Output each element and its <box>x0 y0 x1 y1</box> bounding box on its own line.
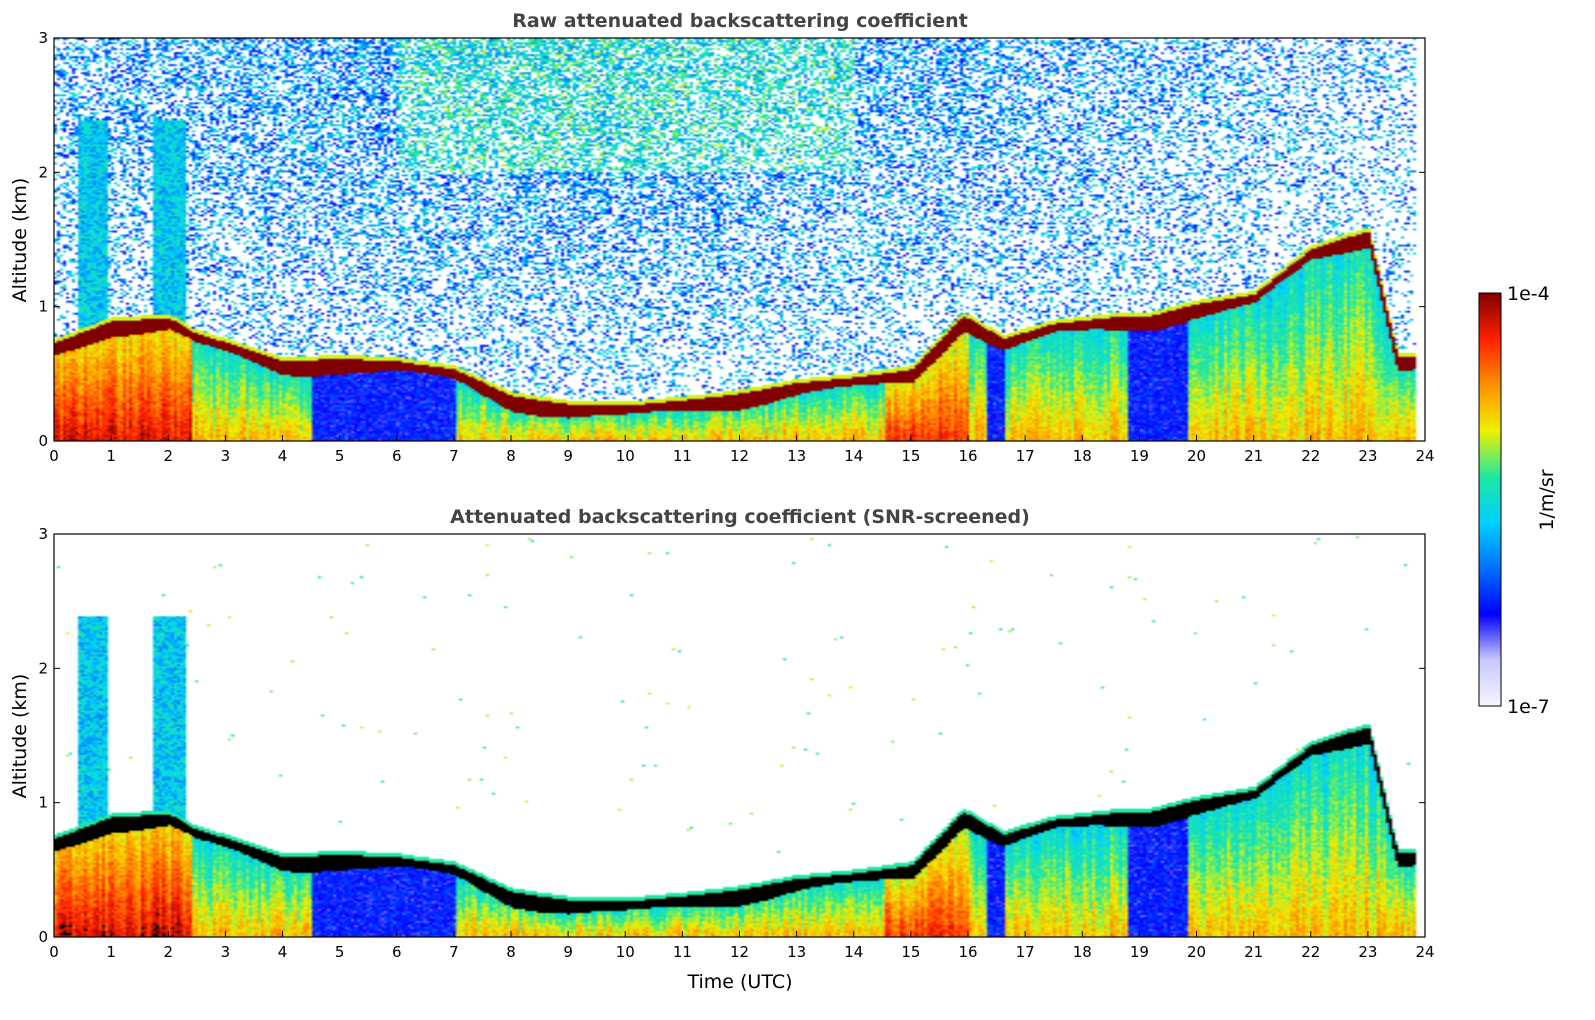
x-tick-label: 14 <box>844 943 863 961</box>
colorbar-min-label: 1e-7 <box>1507 696 1550 718</box>
y-tick-label: 0 <box>38 928 48 946</box>
colorbar: 1e-4 1e-7 1/m/sr <box>1478 283 1558 718</box>
x-tick-label: 7 <box>449 447 459 465</box>
y-tick-label: 2 <box>38 163 48 181</box>
raw-backscatter-heatmap <box>54 38 1425 441</box>
colorbar-gradient <box>1478 292 1502 707</box>
x-tick-label: 22 <box>1301 447 1320 465</box>
x-tick-label: 13 <box>787 447 806 465</box>
x-tick-label: 0 <box>49 943 59 961</box>
x-tick-label: 1 <box>106 943 116 961</box>
x-tick-label: 7 <box>449 943 459 961</box>
panel-1-y-ticks: 0 1 2 3 <box>38 29 1425 450</box>
x-tick-label: 18 <box>1073 943 1092 961</box>
colorbar-max-label: 1e-4 <box>1507 283 1550 305</box>
x-tick-label: 16 <box>958 943 977 961</box>
panel-2-y-ticks: 0 1 2 3 <box>38 525 1425 946</box>
panel-1-title: Raw attenuated backscattering coefficien… <box>512 10 968 32</box>
y-tick-label: 3 <box>38 525 48 543</box>
x-tick-label: 20 <box>1187 943 1206 961</box>
x-tick-label: 17 <box>1016 943 1035 961</box>
y-tick-label: 1 <box>38 794 48 812</box>
panel-1-x-ticks: 0 1 2 3 4 5 6 7 8 9 10 11 12 13 14 15 16 17 18 19 20 21 22 23 24 <box>49 435 1435 465</box>
x-tick-label: 15 <box>901 447 920 465</box>
x-tick-label: 11 <box>673 943 692 961</box>
panel-2-title: Attenuated backscattering coefficient (S… <box>450 506 1030 528</box>
x-tick-label: 24 <box>1415 943 1434 961</box>
x-tick-label: 4 <box>278 943 288 961</box>
y-tick-label: 3 <box>38 29 48 47</box>
x-tick-label: 10 <box>616 943 635 961</box>
x-tick-label: 15 <box>901 943 920 961</box>
x-tick-label: 6 <box>392 943 402 961</box>
x-tick-label: 23 <box>1358 943 1377 961</box>
x-tick-label: 3 <box>221 943 231 961</box>
x-tick-label: 3 <box>221 447 231 465</box>
y-tick-label: 0 <box>38 432 48 450</box>
x-tick-label: 5 <box>335 943 345 961</box>
panel-raw: Raw attenuated backscattering coefficien… <box>9 10 1435 465</box>
x-tick-label: 12 <box>730 447 749 465</box>
x-tick-label: 24 <box>1415 447 1434 465</box>
x-tick-label: 0 <box>49 447 59 465</box>
panel-2-y-axis-label: Altitude (km) <box>9 674 31 799</box>
x-tick-label: 2 <box>163 943 173 961</box>
x-tick-label: 19 <box>1130 943 1149 961</box>
panel-1-y-axis-label: Altitude (km) <box>9 178 31 303</box>
x-tick-label: 1 <box>106 447 116 465</box>
x-tick-label: 14 <box>844 447 863 465</box>
screened-backscatter-heatmap <box>54 534 1425 937</box>
x-tick-label: 20 <box>1187 447 1206 465</box>
x-tick-label: 8 <box>506 943 516 961</box>
panel-screened: Attenuated backscattering coefficient (S… <box>9 506 1435 993</box>
x-tick-label: 11 <box>673 447 692 465</box>
y-tick-label: 1 <box>38 298 48 316</box>
x-tick-label: 12 <box>730 943 749 961</box>
x-tick-label: 6 <box>392 447 402 465</box>
x-tick-label: 10 <box>616 447 635 465</box>
x-tick-label: 9 <box>563 943 573 961</box>
y-tick-label: 2 <box>38 659 48 677</box>
x-tick-label: 23 <box>1358 447 1377 465</box>
x-tick-label: 8 <box>506 447 516 465</box>
x-tick-label: 16 <box>958 447 977 465</box>
panel-2-x-ticks: 0 1 2 3 4 5 6 7 8 9 10 11 12 13 14 15 16 17 18 19 20 21 22 23 24 <box>49 931 1435 961</box>
colorbar-unit-label: 1/m/sr <box>1536 469 1558 530</box>
x-tick-label: 22 <box>1301 943 1320 961</box>
x-tick-label: 21 <box>1244 943 1263 961</box>
x-tick-label: 5 <box>335 447 345 465</box>
x-axis-label: Time (UTC) <box>686 971 792 993</box>
x-tick-label: 4 <box>278 447 288 465</box>
x-tick-label: 21 <box>1244 447 1263 465</box>
x-tick-label: 17 <box>1016 447 1035 465</box>
x-tick-label: 19 <box>1130 447 1149 465</box>
x-tick-label: 9 <box>563 447 573 465</box>
x-tick-label: 2 <box>163 447 173 465</box>
x-tick-label: 13 <box>787 943 806 961</box>
x-tick-label: 18 <box>1073 447 1092 465</box>
